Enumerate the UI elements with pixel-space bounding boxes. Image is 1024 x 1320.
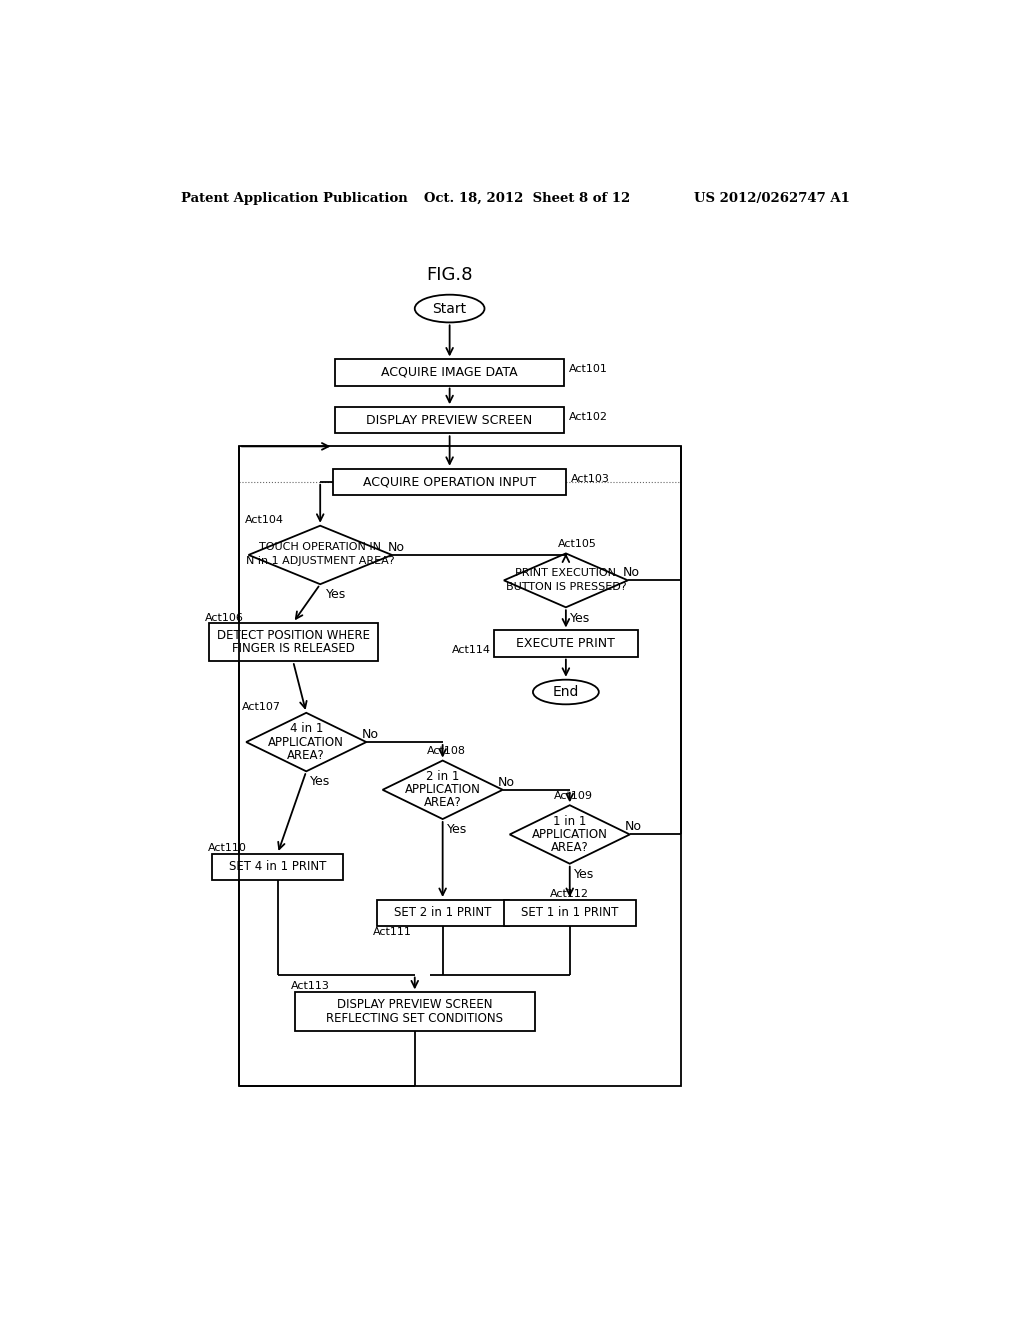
Text: 4 in 1: 4 in 1 [290, 722, 323, 735]
Polygon shape [383, 760, 503, 818]
Text: Act102: Act102 [568, 412, 607, 422]
Bar [377, 900, 509, 927]
Text: SET 1 in 1 PRINT: SET 1 in 1 PRINT [521, 907, 618, 920]
Text: SET 4 in 1 PRINT: SET 4 in 1 PRINT [229, 861, 327, 874]
Bar [209, 623, 378, 661]
Text: Act111: Act111 [373, 927, 412, 937]
Text: US 2012/0262747 A1: US 2012/0262747 A1 [693, 191, 850, 205]
Text: ACQUIRE OPERATION INPUT: ACQUIRE OPERATION INPUT [362, 475, 537, 488]
Text: AREA?: AREA? [551, 841, 589, 854]
Text: FIG.8: FIG.8 [426, 267, 473, 284]
Text: N in 1 ADJUSTMENT AREA?: N in 1 ADJUSTMENT AREA? [246, 556, 394, 566]
Text: Yes: Yes [310, 775, 331, 788]
Text: No: No [361, 727, 379, 741]
Text: AREA?: AREA? [424, 796, 462, 809]
Bar [212, 854, 343, 880]
Text: APPLICATION: APPLICATION [268, 735, 344, 748]
Text: Yes: Yes [327, 589, 347, 601]
Text: Patent Application Publication: Patent Application Publication [180, 191, 408, 205]
Text: Act101: Act101 [568, 364, 607, 375]
Text: Act105: Act105 [558, 539, 597, 549]
Text: Start: Start [432, 301, 467, 315]
Text: ACQUIRE IMAGE DATA: ACQUIRE IMAGE DATA [381, 366, 518, 379]
Text: Act113: Act113 [291, 981, 330, 991]
Text: DISPLAY PREVIEW SCREEN: DISPLAY PREVIEW SCREEN [337, 998, 493, 1011]
Text: 1 in 1: 1 in 1 [553, 814, 587, 828]
Text: Act103: Act103 [570, 474, 609, 483]
Text: TOUCH OPERATION IN: TOUCH OPERATION IN [259, 543, 381, 552]
Text: No: No [624, 566, 640, 579]
Text: Act107: Act107 [243, 702, 282, 711]
Polygon shape [510, 805, 630, 863]
Text: Act109: Act109 [554, 791, 593, 801]
Polygon shape [246, 713, 367, 771]
Text: Act104: Act104 [245, 515, 284, 524]
Text: Yes: Yes [573, 867, 594, 880]
Text: PRINT EXECUTION: PRINT EXECUTION [515, 569, 616, 578]
Text: DETECT POSITION WHERE: DETECT POSITION WHERE [216, 628, 370, 642]
Bar [239, 446, 681, 1086]
Bar [335, 359, 564, 385]
Ellipse shape [532, 680, 599, 705]
Text: APPLICATION: APPLICATION [404, 783, 480, 796]
Text: DISPLAY PREVIEW SCREEN: DISPLAY PREVIEW SCREEN [367, 413, 532, 426]
Bar [334, 469, 566, 495]
Text: APPLICATION: APPLICATION [531, 828, 607, 841]
Text: 2 in 1: 2 in 1 [426, 770, 460, 783]
Text: FINGER IS RELEASED: FINGER IS RELEASED [231, 643, 354, 656]
Bar [335, 407, 564, 433]
Text: Yes: Yes [446, 822, 467, 836]
Text: AREA?: AREA? [288, 748, 326, 762]
Polygon shape [249, 525, 392, 585]
Text: SET 2 in 1 PRINT: SET 2 in 1 PRINT [394, 907, 492, 920]
Text: Oct. 18, 2012  Sheet 8 of 12: Oct. 18, 2012 Sheet 8 of 12 [424, 191, 631, 205]
Text: Act110: Act110 [208, 842, 247, 853]
Text: Act114: Act114 [452, 644, 490, 655]
Bar [504, 900, 636, 927]
Text: No: No [498, 776, 515, 788]
Text: No: No [626, 820, 642, 833]
Text: No: No [388, 541, 406, 554]
Polygon shape [504, 553, 628, 607]
Text: BUTTON IS PRESSED?: BUTTON IS PRESSED? [506, 582, 627, 593]
Text: REFLECTING SET CONDITIONS: REFLECTING SET CONDITIONS [327, 1012, 503, 1026]
Text: End: End [553, 685, 579, 700]
Bar [495, 631, 638, 656]
Ellipse shape [415, 294, 484, 322]
Text: EXECUTE PRINT: EXECUTE PRINT [516, 638, 615, 649]
Text: Act106: Act106 [205, 612, 244, 623]
Text: Yes: Yes [569, 612, 590, 624]
Text: Act112: Act112 [550, 888, 590, 899]
Bar [295, 993, 535, 1031]
Text: Act108: Act108 [427, 746, 466, 756]
